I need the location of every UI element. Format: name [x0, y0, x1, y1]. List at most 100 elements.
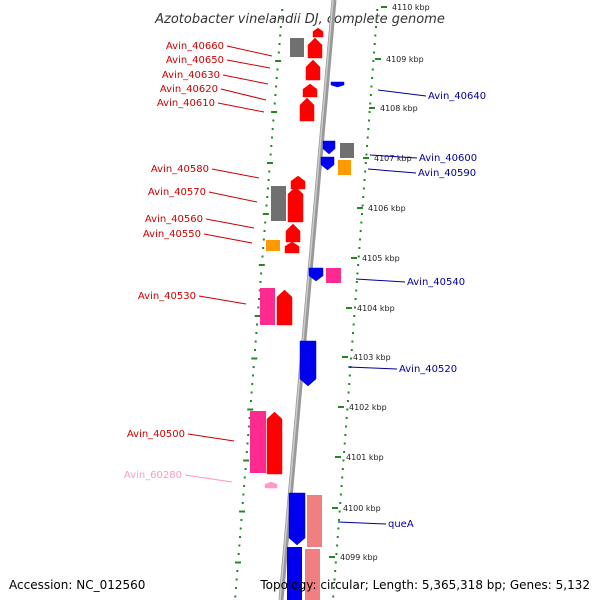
tick-mark	[259, 281, 262, 283]
tick-mark	[251, 374, 254, 377]
tick-mark	[268, 170, 271, 173]
gene-label-right: Avin_40590	[418, 168, 476, 179]
gene-label-left: Avin_40530	[138, 291, 196, 302]
kbp-major-tick	[357, 207, 363, 209]
leader-line	[369, 154, 418, 159]
tick-mark	[280, 17, 283, 20]
kbp-label: 4109 kbp	[386, 55, 424, 64]
kbp-label: 4101 kbp	[346, 453, 384, 462]
tick-mark	[279, 26, 282, 28]
tick-mark	[345, 425, 348, 428]
tick-mark	[245, 451, 248, 453]
tick-mark	[266, 162, 273, 164]
tick-mark	[334, 570, 337, 572]
gene-Avin_40580	[290, 175, 306, 190]
tick-mark	[367, 128, 370, 130]
tick-mark	[368, 111, 371, 113]
tick-mark	[237, 553, 240, 555]
tick-mark	[275, 60, 282, 62]
tick-mark	[359, 230, 362, 232]
leader-line	[355, 278, 406, 283]
leader-line	[211, 168, 260, 179]
tick-mark	[257, 306, 260, 309]
gene-features	[250, 27, 354, 600]
tick-mark	[342, 459, 345, 462]
tick-mark	[279, 34, 282, 37]
tick-mark	[262, 213, 269, 215]
gene-Avin_40630	[305, 59, 321, 81]
gene-Avin_40570-b	[287, 186, 304, 223]
kbp-major-tick	[369, 107, 375, 109]
tick-mark	[242, 493, 245, 496]
gene-Avin_40640	[330, 81, 345, 88]
tick-mark	[258, 298, 261, 300]
leader-line	[187, 433, 235, 442]
tick-mark	[247, 425, 250, 428]
gene-Avin_60280	[264, 481, 278, 489]
right-tick-column	[332, 9, 379, 598]
gene-queA-b	[307, 495, 322, 547]
tick-mark	[241, 502, 244, 504]
tick-mark	[372, 60, 375, 62]
tick-mark	[370, 85, 373, 88]
gene-Avin_40500-b	[266, 411, 283, 475]
leader-line	[367, 168, 417, 174]
kbp-major-tick	[375, 58, 381, 60]
tick-mark	[271, 128, 274, 130]
tick-mark	[357, 264, 360, 266]
tick-mark	[274, 94, 277, 96]
tick-mark	[374, 26, 377, 28]
gene-Avin_40660	[290, 38, 304, 57]
tick-mark	[369, 94, 372, 96]
tick-mark	[266, 187, 269, 190]
kbp-label: 4104 kbp	[357, 304, 395, 313]
gene-Avin_40600	[340, 143, 354, 158]
tick-mark	[251, 357, 258, 360]
tick-mark	[362, 196, 365, 198]
tick-mark	[343, 442, 346, 445]
kbp-label: 4107 kbp	[374, 154, 412, 163]
map-title: Azotobacter vinelandii DJ, complete geno…	[154, 12, 445, 27]
tick-mark	[348, 374, 351, 377]
gene-label-left: Avin_40500	[127, 429, 185, 440]
leader-line	[377, 89, 427, 97]
tick-mark	[365, 153, 368, 156]
tick-mark	[265, 204, 268, 207]
kbp-major-tick	[332, 507, 338, 509]
gene-label-left: Avin_40650	[166, 55, 224, 66]
gene-Avin_40500	[250, 411, 266, 473]
tick-mark	[256, 323, 259, 326]
gene-label-left: Avin_40610	[157, 98, 215, 109]
tick-mark	[260, 272, 263, 275]
tick-mark	[366, 145, 369, 147]
leader-line	[217, 102, 265, 113]
gene-Avin_40550	[266, 240, 280, 251]
tick-mark	[334, 561, 337, 564]
tick-mark	[264, 221, 267, 224]
leader-line	[337, 521, 387, 525]
tick-mark	[338, 519, 340, 521]
tick-mark	[243, 476, 246, 479]
gene-labels: Avin_40660 Avin_40650 Avin_40630 Avin_40620…	[124, 41, 486, 530]
tick-mark	[269, 153, 272, 156]
tick-mark	[346, 408, 349, 411]
tick-mark	[350, 349, 353, 351]
tick-mark	[239, 510, 246, 513]
tick-mark	[238, 544, 241, 547]
tick-mark	[271, 136, 273, 139]
gene-Avin_40600-a	[322, 140, 336, 155]
tick-mark	[248, 417, 251, 419]
kbp-scale: 4110 kbp 4109 kbp 4108 kbp 4107 kbp 4106 kbp…	[329, 3, 430, 562]
tick-mark	[376, 9, 379, 11]
tick-mark	[251, 383, 254, 385]
tick-mark	[240, 519, 243, 521]
tick-mark	[343, 451, 346, 453]
leader-line	[198, 295, 247, 305]
tick-mark	[369, 102, 372, 105]
tick-mark	[360, 221, 363, 224]
tick-mark	[332, 587, 335, 589]
tick-mark	[262, 247, 265, 249]
tick-mark	[275, 85, 278, 88]
tick-mark	[332, 595, 335, 598]
tick-mark	[277, 51, 280, 54]
